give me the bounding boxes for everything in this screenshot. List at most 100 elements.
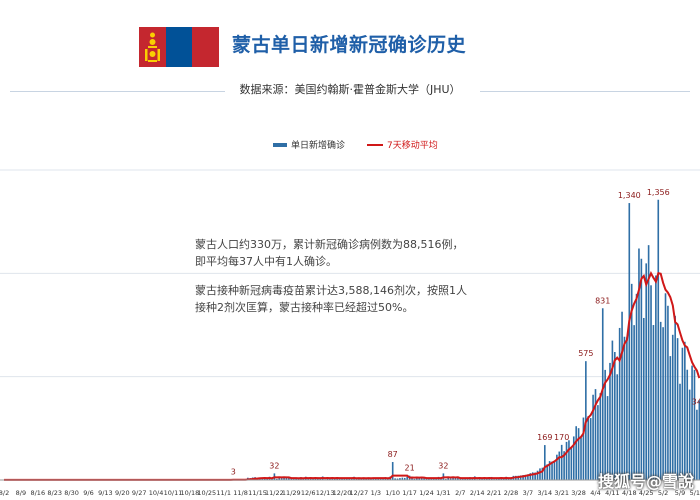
bar-daily-cases [266, 478, 268, 480]
bar-daily-cases [459, 478, 462, 480]
x-tick-label: 3/21 [554, 489, 569, 497]
bar-daily-cases [691, 365, 693, 480]
bar-daily-cases [283, 477, 285, 480]
annotation-box: 蒙古人口约330万，累计新冠确诊病例数为88,516例， 即平均每37人中有1人… [195, 236, 495, 328]
bar-daily-cases [659, 321, 662, 480]
bar-daily-cases [396, 478, 399, 480]
bar-daily-cases [548, 461, 551, 480]
x-tick-label: 8/16 [30, 489, 45, 497]
x-tick-label: 1/31 [436, 489, 451, 497]
data-label: 87 [388, 450, 398, 459]
bar-daily-cases [377, 478, 380, 480]
data-source: 数据来源：美国约翰斯·霍普金斯大学（JHU） [239, 83, 461, 96]
bar-daily-cases [280, 478, 283, 480]
bar-daily-cases [290, 478, 293, 480]
annotation-population: 蒙古人口约330万，累计新冠确诊病例数为88,516例， 即平均每37人中有1人… [195, 236, 495, 270]
bar-daily-cases [635, 293, 638, 480]
bar-daily-cases [592, 394, 594, 480]
chart-bars [3, 199, 700, 481]
data-label: 34 [692, 398, 700, 407]
x-tick-label: 1/3 [371, 489, 381, 497]
bar-daily-cases [577, 428, 580, 480]
bar-daily-cases [626, 337, 628, 480]
bar-daily-cases [676, 338, 679, 480]
bar-daily-cases [686, 369, 689, 480]
x-tick-label: 4/25 [639, 489, 654, 497]
bar-daily-cases [527, 474, 529, 480]
bar-daily-cases [416, 477, 418, 480]
bar-daily-cases [539, 468, 541, 480]
bar-daily-cases [297, 478, 300, 480]
bar-daily-cases [657, 199, 660, 480]
bar-daily-cases [647, 245, 650, 480]
data-label: 170 [554, 433, 569, 442]
bar-daily-cases [394, 478, 396, 480]
data-label: 169 [537, 433, 552, 442]
bar-daily-cases [510, 478, 512, 480]
bar-daily-cases [684, 341, 686, 480]
chart-legend: 单日新增确诊 7天移动平均 [273, 138, 460, 151]
bar-daily-cases [652, 325, 655, 480]
bar-daily-cases [563, 451, 565, 480]
bar-daily-cases [594, 389, 597, 480]
bar-daily-cases [452, 477, 454, 480]
x-tick-label: 2/21 [487, 489, 502, 497]
x-tick-label: 12/20 [333, 489, 352, 497]
data-label: 21 [405, 464, 415, 473]
x-tick-label: 8/9 [16, 489, 26, 497]
bar-daily-cases [350, 478, 353, 480]
legend-bar-swatch [273, 142, 287, 147]
title-divider-left [10, 91, 225, 92]
x-tick-label: 9/27 [132, 489, 147, 497]
bar-daily-cases [696, 409, 698, 480]
annotation-vaccination: 蒙古接种新冠病毒疫苗累计达3,588,146剂次，按照1人 接种2剂次匡算，蒙古… [195, 282, 495, 316]
x-tick-label: 5/9 [675, 489, 685, 497]
bar-daily-cases [623, 336, 626, 480]
bar-daily-cases [309, 478, 312, 480]
bar-daily-cases [411, 478, 413, 480]
bar-daily-cases [466, 478, 469, 480]
bar-daily-cases [662, 327, 664, 480]
bar-daily-cases [341, 478, 343, 480]
bar-daily-cases [618, 327, 621, 480]
bar-daily-cases [560, 444, 563, 480]
bar-daily-cases [343, 478, 346, 480]
legend-item-line: 7天移动平均 [367, 138, 438, 151]
bar-daily-cases [276, 478, 278, 480]
x-tick-label: 1/17 [402, 489, 417, 497]
x-tick-label: 11/22 [265, 489, 284, 497]
x-tick-label: 3/14 [537, 489, 552, 497]
watermark-text: 搜狐号@雪說 [598, 472, 695, 491]
bar-daily-cases [346, 478, 348, 480]
x-tick-label: 3/28 [571, 489, 586, 497]
bar-daily-cases [536, 470, 539, 480]
data-label: 831 [595, 296, 610, 305]
x-tick-label: 9/6 [83, 489, 93, 497]
legend-line-label: 7天移动平均 [387, 141, 438, 151]
bar-daily-cases [502, 478, 505, 480]
chart-title: 蒙古单日新增新冠确诊历史 [232, 34, 467, 56]
bar-daily-cases [524, 474, 527, 480]
annotation-line-4: 接种2剂次匡算，蒙古接种率已经超过50%。 [195, 301, 414, 314]
bar-daily-cases [471, 478, 474, 480]
bar-daily-cases [531, 472, 534, 480]
x-tick-label: 10/25 [197, 489, 216, 497]
chart-data-labels: 3 32 87 21 32 169 170 575 831 1,340 1,356 34 [231, 188, 700, 477]
annotation-line-1: 蒙古人口约330万，累计新冠确诊病例数为88,516例， [195, 238, 464, 251]
bar-daily-cases [558, 451, 561, 480]
bar-daily-cases [329, 478, 331, 480]
x-tick-label: 10/11 [164, 489, 183, 497]
bar-daily-cases [546, 464, 549, 480]
bar-daily-cases [565, 441, 568, 480]
bar-daily-cases [399, 478, 401, 480]
bar-daily-cases [333, 478, 336, 480]
bar-daily-cases [425, 478, 428, 480]
x-tick-label: 8/30 [64, 489, 79, 497]
bar-daily-cases [570, 447, 573, 480]
bar-daily-cases [693, 369, 696, 480]
x-tick-label: 11/8 [233, 489, 248, 497]
title-divider-right [480, 91, 690, 92]
x-tick-label: 12/27 [350, 489, 369, 497]
x-tick-label: 8/2 [0, 489, 9, 497]
